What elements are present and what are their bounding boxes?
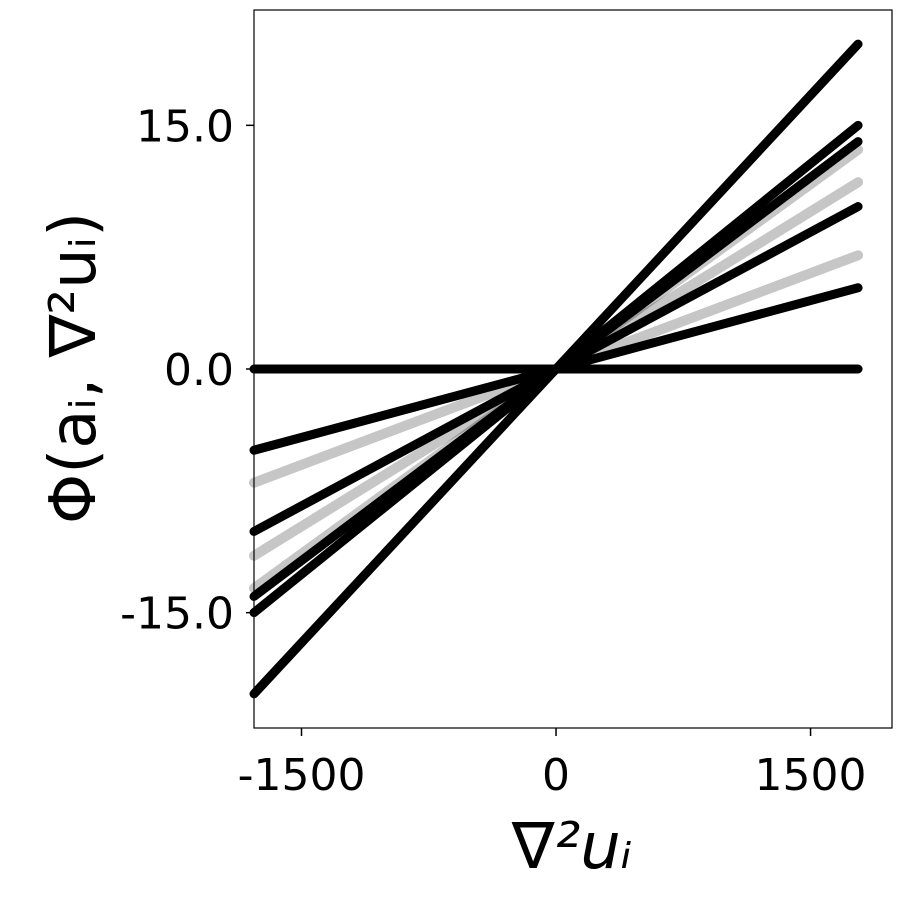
x-axis: -1500 0 1500 (238, 728, 867, 801)
y-tick-label: -15.0 (120, 589, 234, 640)
y-axis: -15.0 0.0 15.0 (120, 101, 254, 640)
x-axis-label: ∇²uᵢ (511, 810, 632, 884)
x-tick-label: 0 (542, 750, 570, 801)
x-tick-label: -1500 (238, 750, 366, 801)
y-axis-label: Φ(aᵢ, ∇²uᵢ) (37, 212, 111, 524)
x-tick-label: 1500 (755, 750, 867, 801)
y-tick-label: 15.0 (136, 101, 234, 152)
y-tick-label: 0.0 (164, 345, 234, 396)
series-layer (249, 39, 863, 699)
